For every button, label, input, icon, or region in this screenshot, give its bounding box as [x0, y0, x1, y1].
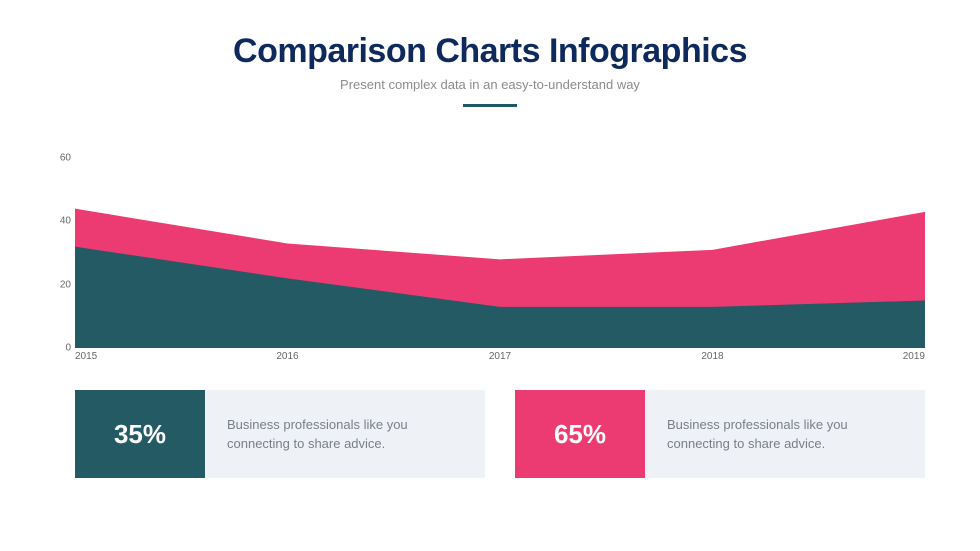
- y-tick-label: 40: [60, 216, 71, 227]
- stat-desc-1: Business professionals like you connecti…: [205, 390, 485, 478]
- chart-svg: [75, 158, 925, 348]
- stat-card-1: 35% Business professionals like you conn…: [75, 390, 485, 478]
- title-divider: [463, 104, 517, 107]
- page-title: Comparison Charts Infographics: [0, 32, 980, 71]
- x-tick-label: 2016: [276, 351, 298, 362]
- stat-percent-1: 35%: [75, 390, 205, 478]
- y-axis: 0204060: [55, 158, 75, 348]
- stat-desc-2: Business professionals like you connecti…: [645, 390, 925, 478]
- y-tick-label: 60: [60, 153, 71, 164]
- y-tick-label: 20: [60, 279, 71, 290]
- page-subtitle: Present complex data in an easy-to-under…: [0, 77, 980, 92]
- stats-row: 35% Business professionals like you conn…: [75, 390, 925, 478]
- x-tick-label: 2019: [903, 351, 925, 362]
- x-tick-label: 2015: [75, 351, 97, 362]
- stat-percent-2: 65%: [515, 390, 645, 478]
- x-tick-label: 2017: [489, 351, 511, 362]
- header: Comparison Charts Infographics Present c…: [0, 0, 980, 107]
- stat-card-2: 65% Business professionals like you conn…: [515, 390, 925, 478]
- x-axis: 2015 2016 2017 2018 2019: [75, 348, 925, 368]
- y-tick-label: 0: [65, 343, 71, 354]
- area-chart: 0204060 20152016201720182019: [75, 158, 925, 348]
- x-tick-label: 2018: [701, 351, 723, 362]
